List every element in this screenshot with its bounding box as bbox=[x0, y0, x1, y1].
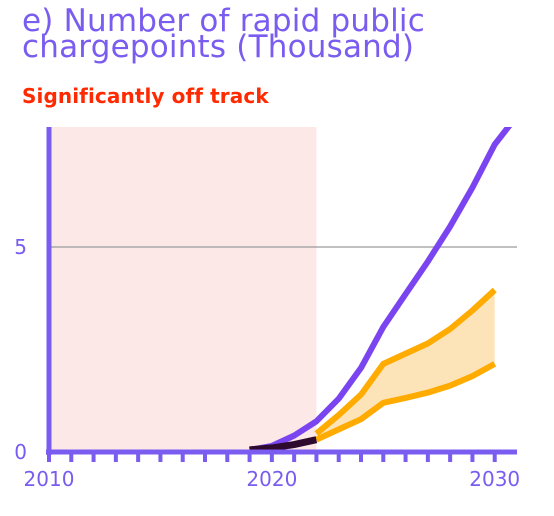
status-label: Significantly off track bbox=[22, 84, 269, 108]
chart-title: e) Number of rapid public chargepoints (… bbox=[22, 3, 425, 65]
tick-layer: 2010 2020 2030 0 5 bbox=[14, 235, 520, 491]
projection-band bbox=[316, 290, 495, 440]
series-layer bbox=[249, 127, 513, 452]
shaded-period bbox=[49, 127, 317, 452]
series-line-historical bbox=[249, 436, 318, 452]
series-line-projection-upper bbox=[314, 287, 497, 436]
series-line-projection-lower bbox=[315, 361, 497, 443]
x-tick-label-2010: 2010 bbox=[24, 467, 75, 491]
x-tick-label-2020: 2020 bbox=[246, 467, 297, 491]
x-tick-label-2030: 2030 bbox=[469, 467, 520, 491]
y-tick-label-0: 0 bbox=[14, 440, 27, 464]
y-tick-label-5: 5 bbox=[14, 235, 27, 259]
axes-layer bbox=[46, 127, 517, 455]
series-line-pathway bbox=[249, 127, 513, 452]
projection-band-layer bbox=[316, 290, 495, 440]
shaded-period-layer bbox=[49, 127, 317, 452]
